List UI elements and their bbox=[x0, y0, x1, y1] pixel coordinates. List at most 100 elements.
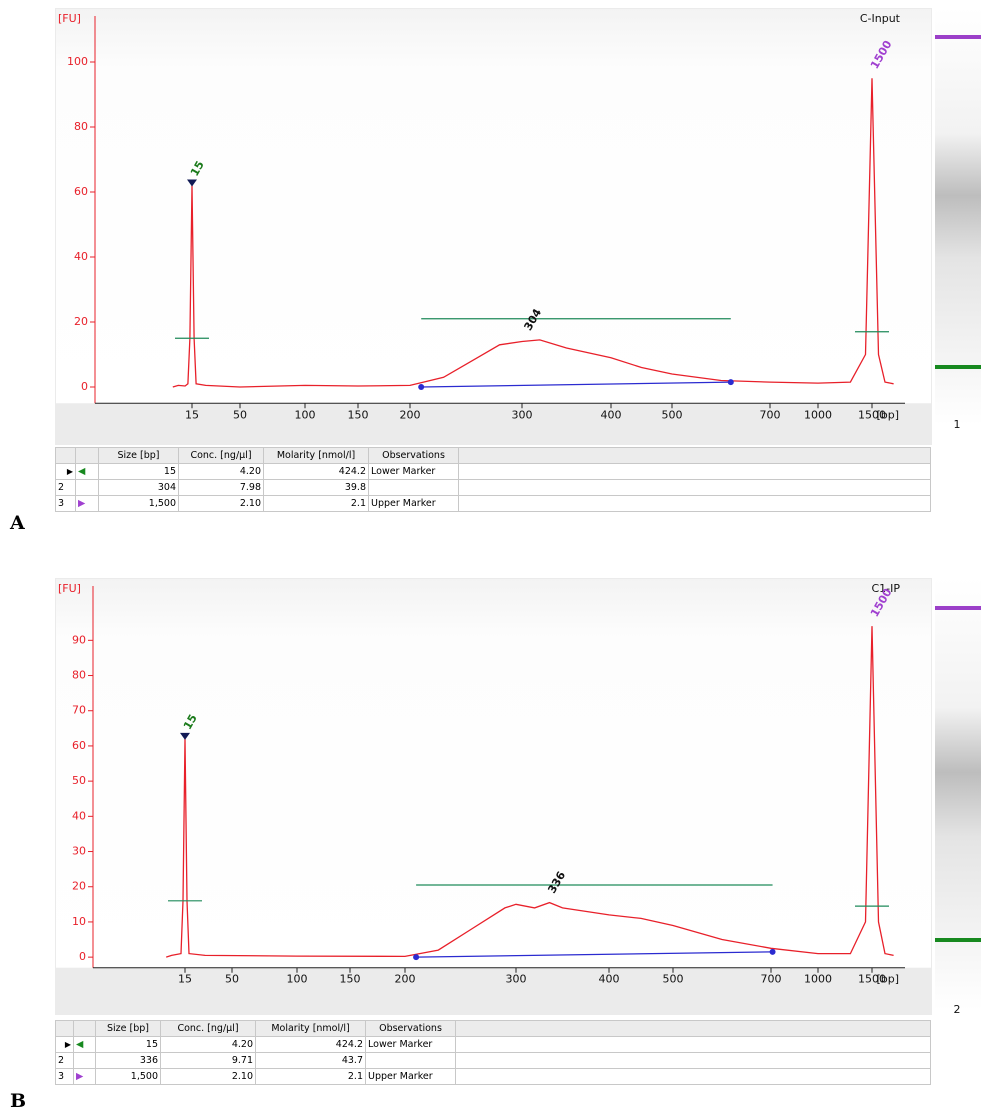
x-tick-label: 15 bbox=[178, 973, 192, 986]
table-cell: Lower Marker bbox=[369, 464, 459, 480]
baseline-point bbox=[770, 949, 776, 955]
row-number: ▶ bbox=[56, 464, 76, 480]
table-cell: 4.20 bbox=[179, 464, 264, 480]
gel-lower-band bbox=[935, 938, 981, 942]
y-tick-label: 10 bbox=[72, 915, 86, 928]
table-cell: 2.1 bbox=[264, 496, 369, 512]
panel-label: B bbox=[10, 1090, 26, 1112]
x-tick-label: 200 bbox=[400, 408, 421, 421]
gel-lane bbox=[935, 578, 981, 1010]
table-header: Size [bp]Conc. [ng/µl]Molarity [nmol/l]O… bbox=[56, 448, 931, 464]
y-tick-label: 70 bbox=[72, 704, 86, 717]
y-tick-label: 20 bbox=[74, 315, 88, 328]
table-cell: 424.2 bbox=[264, 464, 369, 480]
lane-number: 1 bbox=[954, 418, 961, 431]
baseline-point bbox=[418, 384, 424, 390]
table-cell bbox=[459, 480, 931, 496]
row-number: 3 bbox=[56, 496, 76, 512]
y-tick-label: 20 bbox=[72, 880, 86, 893]
header-cell: Molarity [nmol/l] bbox=[264, 448, 369, 464]
header-cell bbox=[56, 448, 76, 464]
x-tick-label: 500 bbox=[663, 973, 684, 986]
x-axis-label: [bp] bbox=[876, 408, 899, 421]
table-cell bbox=[456, 1053, 931, 1069]
table-cell: Upper Marker bbox=[369, 496, 459, 512]
x-tick-label: 400 bbox=[599, 973, 620, 986]
table-cell bbox=[456, 1069, 931, 1085]
header-cell: Conc. [ng/µl] bbox=[179, 448, 264, 464]
x-tick-label: 400 bbox=[601, 408, 622, 421]
header-cell: Molarity [nmol/l] bbox=[256, 1021, 366, 1037]
header-cell: Conc. [ng/µl] bbox=[161, 1021, 256, 1037]
x-tick-label: 100 bbox=[287, 973, 308, 986]
gel-lower-band bbox=[935, 365, 981, 369]
y-tick-label: 0 bbox=[81, 380, 88, 393]
header-cell bbox=[76, 448, 99, 464]
baseline-point bbox=[413, 954, 419, 960]
marker-icon: ▶ bbox=[76, 496, 99, 512]
x-tick-label: 1000 bbox=[804, 973, 832, 986]
header-cell: Size [bp] bbox=[99, 448, 179, 464]
table-cell: 2.1 bbox=[256, 1069, 366, 1085]
x-tick-label: 300 bbox=[512, 408, 533, 421]
table-cell: 2.10 bbox=[161, 1069, 256, 1085]
header-cell bbox=[456, 1021, 931, 1037]
table-cell: 1,500 bbox=[99, 496, 179, 512]
table-cell: Lower Marker bbox=[366, 1037, 456, 1053]
header-cell bbox=[459, 448, 931, 464]
y-tick-label: 100 bbox=[67, 55, 88, 68]
marker-icon: ◀ bbox=[76, 464, 99, 480]
figure: C-Input[FU]02040608010015501001502003004… bbox=[0, 0, 981, 1119]
table-cell: 2.10 bbox=[179, 496, 264, 512]
panel-label: A bbox=[10, 512, 25, 534]
table-cell: 336 bbox=[96, 1053, 161, 1069]
table-cell bbox=[456, 1037, 931, 1053]
row-number: 2 bbox=[56, 1053, 74, 1069]
y-tick-label: 60 bbox=[74, 185, 88, 198]
header-cell: Observations bbox=[369, 448, 459, 464]
x-tick-label: 15 bbox=[185, 408, 199, 421]
table-cell: 39.8 bbox=[264, 480, 369, 496]
header-cell bbox=[74, 1021, 96, 1037]
chart-title: C-Input bbox=[860, 12, 901, 25]
table-cell bbox=[459, 464, 931, 480]
table-cell: Upper Marker bbox=[366, 1069, 456, 1085]
results-table: Size [bp]Conc. [ng/µl]Molarity [nmol/l]O… bbox=[55, 447, 931, 512]
gel-upper-band bbox=[935, 35, 981, 39]
table-cell: 4.20 bbox=[161, 1037, 256, 1053]
row-number: ▶ bbox=[56, 1037, 74, 1053]
x-tick-label: 50 bbox=[225, 973, 239, 986]
row-number: 2 bbox=[56, 480, 76, 496]
y-tick-label: 80 bbox=[72, 669, 86, 682]
table-cell: 424.2 bbox=[256, 1037, 366, 1053]
x-tick-label: 100 bbox=[295, 408, 316, 421]
results-table: Size [bp]Conc. [ng/µl]Molarity [nmol/l]O… bbox=[55, 1020, 931, 1085]
x-tick-label: 500 bbox=[662, 408, 683, 421]
x-tick-label: 150 bbox=[340, 973, 361, 986]
table-cell bbox=[366, 1053, 456, 1069]
table-cell: 9.71 bbox=[161, 1053, 256, 1069]
x-tick-label: 700 bbox=[760, 408, 781, 421]
gel-upper-band bbox=[935, 606, 981, 610]
y-tick-label: 80 bbox=[74, 120, 88, 133]
y-axis-label: [FU] bbox=[58, 582, 81, 595]
x-tick-label: 50 bbox=[233, 408, 247, 421]
x-axis-label: [bp] bbox=[876, 973, 899, 986]
gel-lane bbox=[935, 8, 981, 425]
marker-icon: ▶ bbox=[74, 1069, 96, 1085]
table-cell bbox=[459, 496, 931, 512]
y-tick-label: 50 bbox=[72, 774, 86, 787]
lane-number: 2 bbox=[954, 1003, 961, 1016]
marker-icon bbox=[76, 480, 99, 496]
table-cell: 1,500 bbox=[96, 1069, 161, 1085]
row-number: 3 bbox=[56, 1069, 74, 1085]
table-cell: 7.98 bbox=[179, 480, 264, 496]
y-axis-label: [FU] bbox=[58, 12, 81, 25]
table-cell: 15 bbox=[96, 1037, 161, 1053]
y-tick-label: 60 bbox=[72, 739, 86, 752]
